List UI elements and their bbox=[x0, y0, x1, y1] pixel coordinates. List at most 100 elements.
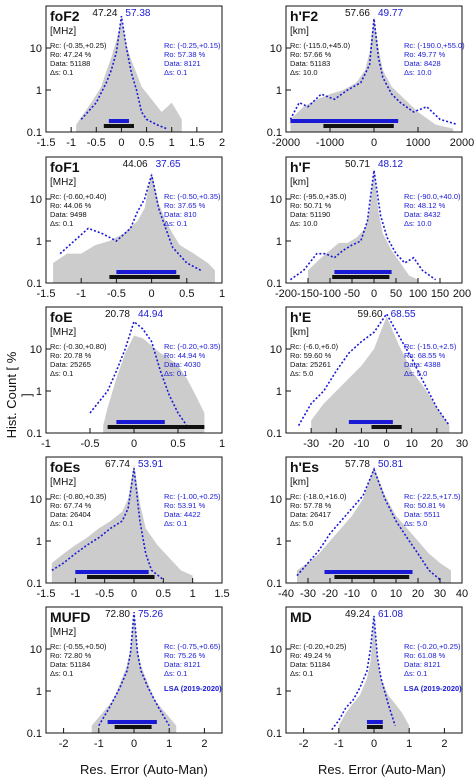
stats-right-line: Rc: (-0.20,+0.35) bbox=[164, 342, 221, 351]
stats-left-line: Δs: 5.0 bbox=[290, 519, 313, 528]
histogram-fill bbox=[51, 464, 193, 583]
histogram-fill bbox=[91, 612, 177, 733]
stats-left-line: Δs: 0.1 bbox=[50, 68, 73, 77]
panel-unit: [MHz] bbox=[50, 177, 76, 188]
x-tick-label: 30 bbox=[434, 588, 446, 600]
stats-left-line: Data: 51190 bbox=[290, 210, 330, 219]
panel-title: foF2 bbox=[50, 8, 80, 24]
stats-right-line: Rc: (-22.5,+17.5) bbox=[404, 492, 461, 501]
panel-hpE: 0.1 1 10 -30 -20 -10 0 10 20 30 h'E [km] 59.60 68.55 R… bbox=[267, 306, 468, 450]
stats-right-line: Δs: 5.0 bbox=[404, 369, 427, 378]
stats-right-line: Rc: (-0.50,+0.35) bbox=[164, 192, 221, 201]
y-tick-label: 10 bbox=[30, 644, 42, 656]
x-tick-label: 1 bbox=[406, 738, 412, 750]
stats-right-line: Data: 5511 bbox=[404, 510, 440, 519]
x-tick-label: -1 bbox=[94, 738, 104, 750]
x-tick-label: -20 bbox=[328, 438, 344, 450]
histogram-fill bbox=[297, 467, 451, 583]
y-tick-label: 10 bbox=[30, 494, 42, 506]
stats-right-line: Δs: 0.1 bbox=[164, 68, 187, 77]
peak-value-black: 44.06 bbox=[123, 159, 148, 170]
histogram-line-blue bbox=[297, 312, 451, 427]
histogram-fill bbox=[76, 19, 182, 132]
panel-unit: [MHz] bbox=[50, 327, 76, 338]
x-tick-label: 1 bbox=[219, 288, 225, 300]
panel-title: h'E bbox=[290, 309, 311, 325]
stats-left-line: Ro: 57.78 % bbox=[290, 501, 332, 510]
peak-value-black: 57.78 bbox=[345, 459, 370, 470]
panel-hpF: 0.1 1 10 -200 -150 -100 -50 0 50 100 150 200 h'F [km]… bbox=[267, 156, 471, 300]
peak-value-black: 47.24 bbox=[92, 8, 117, 19]
stats-right-line: Δs: 10.0 bbox=[404, 219, 432, 228]
stats-right-line: Rc: (-190.0,+55.0) bbox=[404, 41, 465, 50]
x-tick-label: 0.5 bbox=[170, 438, 185, 450]
stats-right-line: Data: 810 bbox=[164, 210, 197, 219]
stats-left-line: Ro: 47.24 % bbox=[50, 50, 92, 59]
x-tick-label: 0 bbox=[384, 438, 390, 450]
x-tick-label: 10 bbox=[390, 588, 402, 600]
x-tick-label: 40 bbox=[456, 588, 468, 600]
period-note: LSA (2019-2020) bbox=[404, 684, 462, 693]
stats-left-line: Ro: 49.24 % bbox=[290, 651, 332, 660]
stats-left-line: Data: 51184 bbox=[50, 660, 90, 669]
x-tick-label: -150 bbox=[297, 288, 319, 300]
y-tick-label: 1 bbox=[276, 386, 282, 398]
x-tick-label: 150 bbox=[431, 288, 449, 300]
x-tick-label: 0 bbox=[371, 288, 377, 300]
x-tick-label: 100 bbox=[409, 288, 427, 300]
panel-foF1: 0.1 1 10 -1.5 -1 -0.5 0 0.5 1 foF1 [MHz] 44.06 37.65… bbox=[27, 156, 225, 300]
stats-right-line: Data: 4388 bbox=[404, 360, 441, 369]
peak-value-blue: 48.12 bbox=[378, 159, 403, 170]
stats-right-line: Data: 8121 bbox=[164, 660, 201, 669]
x-tick-label: -10 bbox=[353, 438, 369, 450]
x-tick-label: -30 bbox=[303, 438, 319, 450]
stats-left-line: Rc: (-95.0,+35.0) bbox=[290, 192, 347, 201]
x-tick-label: 0 bbox=[131, 438, 137, 450]
x-tick-label: 1.5 bbox=[214, 588, 229, 600]
panel-title: MD bbox=[290, 609, 312, 625]
stats-left-line: Ro: 59.60 % bbox=[290, 351, 332, 360]
y-tick-label: 1 bbox=[36, 85, 42, 97]
x-tick-label: -10 bbox=[344, 588, 360, 600]
peak-value-black: 57.66 bbox=[345, 8, 370, 19]
stats-left-line: Data: 51184 bbox=[290, 660, 330, 669]
stats-right-line: Ro: 37.65 % bbox=[164, 201, 206, 210]
x-tick-label: 1 bbox=[169, 137, 175, 149]
peak-value-blue: 37.65 bbox=[156, 159, 181, 170]
stats-right-line: Data: 8121 bbox=[404, 660, 441, 669]
y-tick-label: 10 bbox=[30, 43, 42, 55]
y-tick-label: 0.1 bbox=[267, 127, 282, 139]
panel-foEs: 0.1 1 10 -1.5 -1 -0.5 0 0.5 1 1.5 foEs [MHz] 67.74 53… bbox=[27, 456, 230, 600]
y-tick-label: 1 bbox=[276, 536, 282, 548]
stats-right-line: Ro: 50.81 % bbox=[404, 501, 446, 510]
panel-title: foE bbox=[50, 309, 73, 325]
x-tick-label: 0.5 bbox=[156, 588, 171, 600]
x-tick-label: 1 bbox=[219, 438, 225, 450]
histogram-line-blue bbox=[89, 320, 188, 427]
stats-left-line: Δs: 0.1 bbox=[50, 369, 73, 378]
stats-right-line: Rc: (-1.00,+0.25) bbox=[164, 492, 221, 501]
stats-left-line: Ro: 50.71 % bbox=[290, 201, 332, 210]
panel-hpF2: 0.1 1 10 -2000 -1000 0 1000 2000 h'F2 [km] 57.66 49… bbox=[267, 5, 474, 149]
x-tick-label: 0 bbox=[131, 738, 137, 750]
x-tick-label: 0.5 bbox=[179, 288, 194, 300]
x-tick-label: -0.5 bbox=[107, 288, 126, 300]
y-tick-label: 0.1 bbox=[27, 127, 42, 139]
stats-right-line: Data: 8121 bbox=[164, 59, 201, 68]
x-tick-label: -20 bbox=[322, 588, 338, 600]
y-tick-label: 10 bbox=[270, 644, 282, 656]
y-tick-label: 0.1 bbox=[267, 728, 282, 740]
x-tick-label: 1 bbox=[166, 738, 172, 750]
histogram-fill bbox=[311, 316, 450, 433]
stats-right-line: Ro: 44.94 % bbox=[164, 351, 206, 360]
histogram-fill bbox=[103, 335, 205, 433]
peak-value-blue: 68.55 bbox=[391, 309, 416, 320]
x-tick-label: 0 bbox=[149, 288, 155, 300]
stats-left-line: Rc: (-18.0,+16.0) bbox=[290, 492, 347, 501]
stats-right-line: Ro: 75.26 % bbox=[164, 651, 206, 660]
stats-right-line: Ro: 48.12 % bbox=[404, 201, 446, 210]
x-tick-label: 1000 bbox=[406, 137, 430, 149]
x-tick-label: -30 bbox=[300, 588, 316, 600]
y-tick-label: 0.1 bbox=[27, 278, 42, 290]
panel-title: h'Es bbox=[290, 459, 319, 475]
